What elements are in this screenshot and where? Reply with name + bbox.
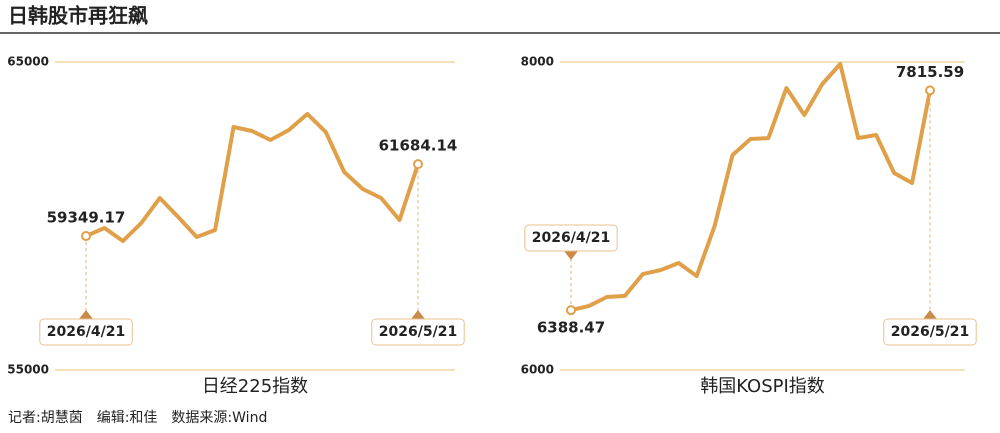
arrow: [923, 310, 937, 319]
date-label: 2026/5/21: [891, 324, 969, 340]
point: [925, 85, 935, 96]
date-box: [883, 318, 977, 346]
date-box: [524, 224, 618, 252]
arrow: [411, 310, 425, 319]
point: [413, 159, 423, 170]
value-label: 7815.59: [896, 63, 964, 81]
page-title: 日韩股市再狂飙: [8, 4, 148, 28]
y-tick-label: 65000: [7, 55, 49, 69]
y-tick-label: 55000: [7, 363, 49, 377]
date-box: [371, 318, 465, 346]
date-label: 2026/5/21: [379, 324, 457, 340]
y-tick-label: 6000: [521, 363, 554, 377]
value-label: 59349.17: [47, 209, 126, 227]
value-label: 6388.47: [537, 319, 605, 337]
point: [566, 305, 576, 316]
date-label: 2026/4/21: [532, 230, 610, 246]
y-tick-label: 8000: [521, 55, 554, 69]
chart-title: 韩国KOSPI指数: [700, 376, 825, 397]
date-box: [39, 318, 133, 346]
line: [570, 62, 932, 313]
value-label: 61684.14: [379, 137, 458, 155]
arrow: [79, 310, 93, 319]
arrow: [564, 251, 578, 260]
point: [81, 231, 91, 242]
chart-title: 日经225指数: [202, 376, 308, 397]
footer: 记者:胡慧茵 编辑:和佳 数据来源:Wind: [8, 410, 267, 426]
date-label: 2026/4/21: [47, 324, 125, 340]
line: [85, 111, 420, 244]
